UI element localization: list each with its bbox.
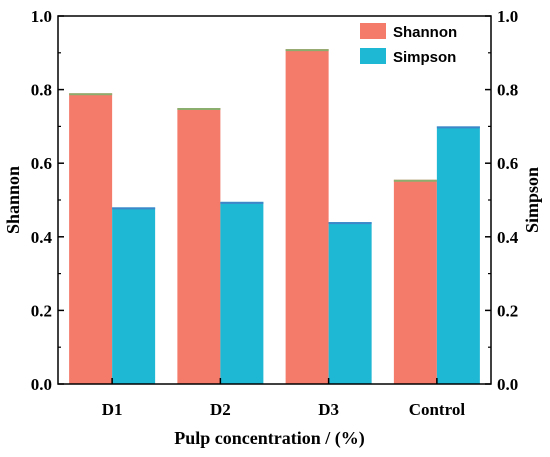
y-axis-title-left: Shannon	[3, 166, 23, 234]
legend-swatch-simpson	[360, 48, 386, 64]
bar-simpson-d3	[328, 222, 372, 384]
y-tick-label-left: 1.0	[31, 7, 52, 26]
y-tick-label-left: 0.2	[31, 301, 52, 320]
x-tick-label-d3: D3	[318, 400, 339, 419]
bar-simpson-d1	[112, 207, 156, 384]
y-tick-label-right: 0.6	[497, 154, 518, 173]
bar-shannon-d1	[69, 93, 113, 384]
y-tick-label-left: 0.4	[31, 228, 53, 247]
bar-simpson-control	[436, 126, 480, 385]
y-tick-label-left: 0.8	[31, 81, 52, 100]
bar-simpson-d2	[220, 201, 264, 384]
ticks-layer: 0.0 0.0 0.2 0.2 0.4 0.4 0.6 0.6 0.8 0.8 1.0 1.0 D1 D2…	[31, 7, 519, 419]
y-tick-label-left: 0.0	[31, 375, 52, 394]
y-axis-title-right: Simpson	[522, 167, 542, 233]
legend-swatch-shannon	[360, 23, 386, 39]
x-tick-label-d1: D1	[102, 400, 123, 419]
y-tick-label-left: 0.6	[31, 154, 52, 173]
y-tick-label-right: 0.4	[497, 228, 519, 247]
x-tick-label-control: Control	[409, 400, 466, 419]
bar-shannon-d2	[177, 108, 221, 384]
y-tick-label-right: 0.0	[497, 375, 518, 394]
legend: Shannon Simpson	[360, 23, 457, 66]
legend-label-simpson: Simpson	[393, 49, 456, 66]
y-tick-label-right: 1.0	[497, 7, 518, 26]
x-tick-label-d2: D2	[210, 400, 231, 419]
y-tick-label-right: 0.2	[497, 301, 518, 320]
bar-shannon-control	[393, 179, 437, 384]
legend-label-shannon: Shannon	[393, 24, 457, 41]
bars-layer	[69, 49, 480, 385]
bar-shannon-d3	[285, 49, 329, 385]
x-axis-title: Pulp concentration / (%)	[174, 428, 365, 449]
y-tick-label-right: 0.8	[497, 81, 518, 100]
